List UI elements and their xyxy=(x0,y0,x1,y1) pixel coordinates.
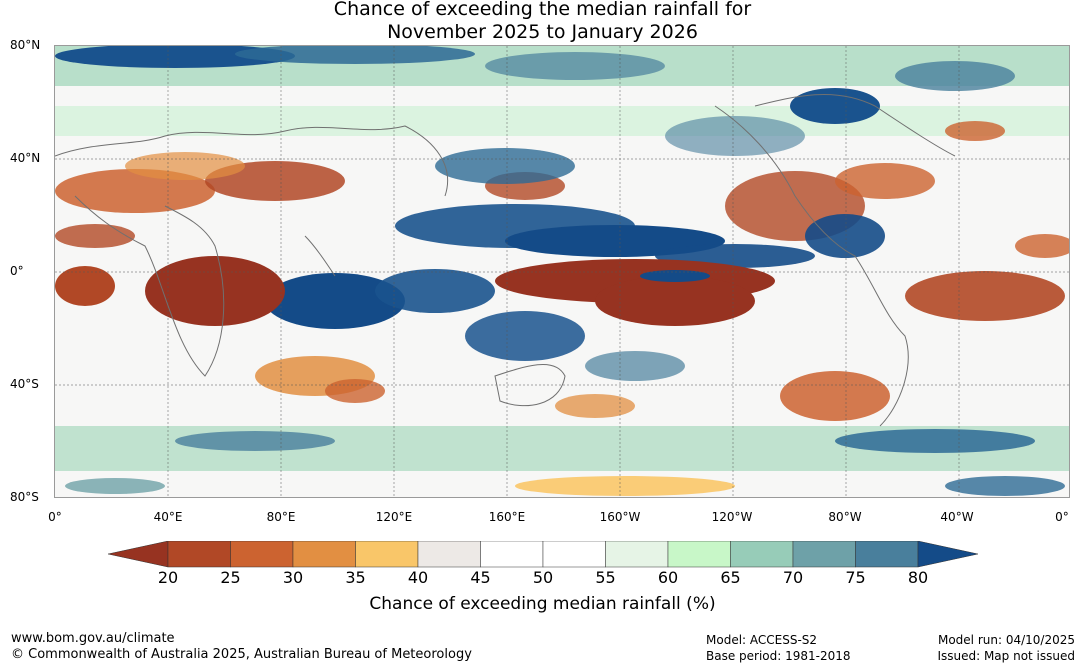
legend-tick-55: 55 xyxy=(595,568,616,587)
legend-swatch-35-40 xyxy=(355,541,419,568)
lon-label-80e: 80°E xyxy=(266,510,296,524)
legend-colorbar xyxy=(108,541,978,568)
issued-status: Issued: Map not issued xyxy=(937,649,1075,663)
legend-swatch-60-65 xyxy=(667,541,731,568)
lon-label-40e: 40°E xyxy=(153,510,183,524)
legend-swatch-65-70 xyxy=(730,541,794,568)
model-run-date: Model run: 04/10/2025 xyxy=(937,633,1075,647)
lat-label-40s: 40°S xyxy=(10,377,39,391)
legend-swatch-30-35 xyxy=(292,541,356,568)
lon-label-160e: 160°E xyxy=(488,510,526,524)
legend-tick-50: 50 xyxy=(532,568,554,587)
website-link[interactable]: www.bom.gov.au/climate xyxy=(11,631,175,646)
legend-tick-80: 80 xyxy=(907,568,929,587)
legend-swatch-45-50 xyxy=(480,541,544,568)
legend-tick-25: 25 xyxy=(220,568,241,587)
lon-label-0: 0° xyxy=(48,510,62,524)
lat-label-80s: 80°S xyxy=(10,490,39,504)
base-period: Base period: 1981-2018 xyxy=(706,649,851,663)
legend-tick-70: 70 xyxy=(782,568,804,587)
title-line-2: November 2025 to January 2026 xyxy=(387,21,698,43)
legend-label: Chance of exceeding median rainfall (%) xyxy=(369,594,716,614)
legend-swatch-70-75 xyxy=(792,541,856,568)
lat-label-80n: 80°N xyxy=(10,38,41,52)
legend-tick-45: 45 xyxy=(470,568,491,587)
legend-swatch-20-25 xyxy=(167,541,231,568)
legend-swatch-55-60 xyxy=(605,541,669,568)
legend-tick-75: 75 xyxy=(845,568,866,587)
map-title: Chance of exceeding the median rainfall … xyxy=(0,0,1085,44)
lon-label-120e: 120°E xyxy=(375,510,413,524)
lat-label-40n: 40°N xyxy=(10,151,41,165)
legend-swatch-75-80 xyxy=(855,541,919,568)
legend-tick-60: 60 xyxy=(657,568,679,587)
title-line-1: Chance of exceeding the median rainfall … xyxy=(333,0,752,20)
lon-label-80w: 80°W xyxy=(828,510,862,524)
legend-tick-40: 40 xyxy=(407,568,429,587)
lon-label-160w: 160°W xyxy=(599,510,641,524)
legend-swatch-50-55 xyxy=(542,541,606,568)
rainfall-map xyxy=(54,45,1070,498)
legend-tick-35: 35 xyxy=(345,568,366,587)
legend-swatch-low xyxy=(108,541,169,568)
legend-tick-65: 65 xyxy=(720,568,741,587)
legend-tick-30: 30 xyxy=(282,568,304,587)
legend-tick-20: 20 xyxy=(157,568,179,587)
lat-label-0: 0° xyxy=(10,264,24,278)
lon-label-120w: 120°W xyxy=(711,510,753,524)
legend-swatch-40-45 xyxy=(417,541,481,568)
model-name: Model: ACCESS-S2 xyxy=(706,633,818,647)
lon-label-0-right: 0° xyxy=(1055,510,1069,524)
legend-swatch-high xyxy=(917,541,978,568)
lon-label-40w: 40°W xyxy=(940,510,974,524)
rainfall-map-graphic xyxy=(55,46,1069,497)
copyright-text: © Commonwealth of Australia 2025, Austra… xyxy=(11,647,472,662)
legend-swatch-25-30 xyxy=(230,541,294,568)
